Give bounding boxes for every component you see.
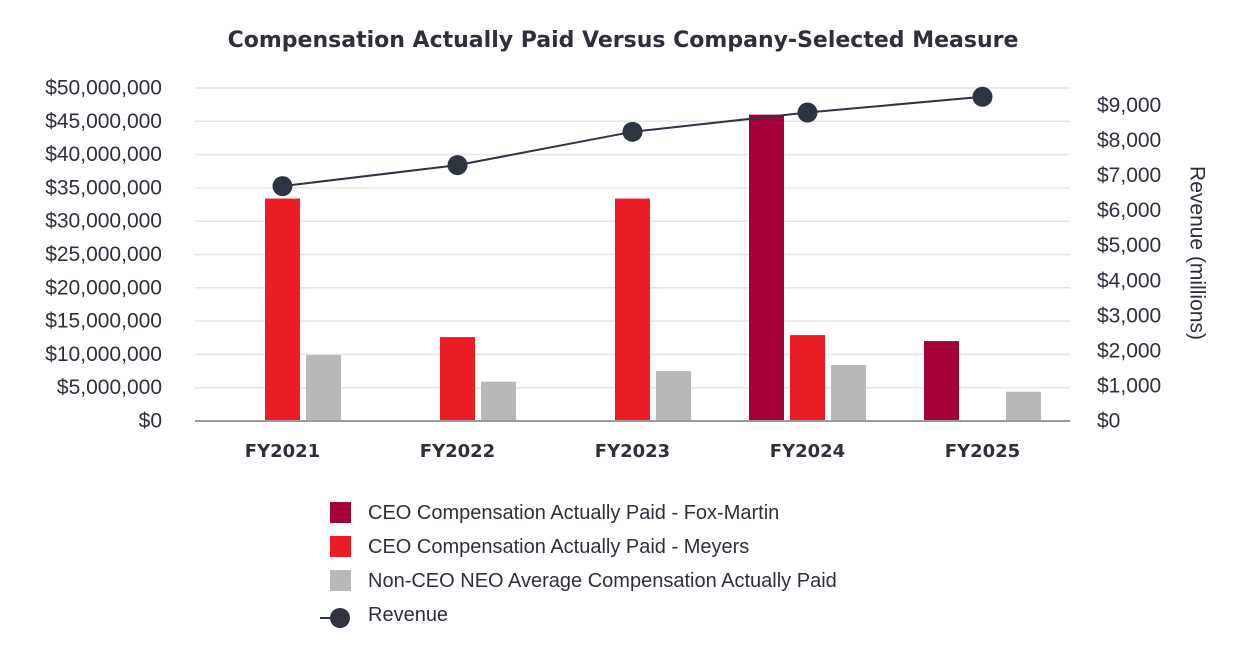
left-tick-label: $15,000,000 [45,310,162,333]
right-tick-label: $7,000 [1097,164,1161,187]
left-tick-label: $40,000,000 [45,143,162,166]
bar-non-ceo-neo-average-compensation-actually-paid-fy2023 [656,371,691,421]
right-tick-label: $4,000 [1097,269,1161,292]
right-tick-label: $2,000 [1097,339,1161,362]
bar-non-ceo-neo-average-compensation-actually-paid-fy2021 [306,355,341,421]
legend-item-ceo-compensation-actually-paid-fox-martin: CEO Compensation Actually Paid - Fox-Mar… [330,502,779,524]
bar-non-ceo-neo-average-compensation-actually-paid-fy2025 [1006,391,1041,421]
category-label: FY2024 [770,441,845,462]
bar-non-ceo-neo-average-compensation-actually-paid-fy2024 [831,365,866,421]
category-label: FY2021 [245,441,320,462]
bar-ceo-compensation-actually-paid-meyers-fy2021 [265,198,300,421]
category-label: FY2022 [420,441,495,462]
legend: CEO Compensation Actually Paid - Fox-Mar… [320,502,837,628]
revenue-point-fy2021 [272,176,293,197]
legend-item-non-ceo-neo-average-compensation-actually-paid: Non-CEO NEO Average Compensation Actuall… [330,570,837,592]
category-label: FY2023 [595,441,670,462]
right-tick-label: $6,000 [1097,199,1161,222]
bar-series [265,114,1041,421]
right-axis-ticks: $0 $1,000 $2,000 $3,000 $4,000 $5,000 $6,000 $7… [1097,94,1161,432]
legend-marker [330,608,350,628]
right-axis-label: Revenue (millions) [1185,166,1208,340]
right-tick-label: $0 [1097,410,1120,433]
left-tick-label: $25,000,000 [45,243,162,266]
category-label: FY2025 [945,441,1020,462]
left-tick-label: $0 [139,410,162,433]
legend-label: CEO Compensation Actually Paid - Meyers [368,536,749,558]
right-tick-label: $8,000 [1097,129,1161,152]
left-tick-label: $5,000,000 [57,376,162,399]
left-tick-label: $50,000,000 [45,77,162,100]
category-labels: FY2021 FY2022 FY2023 FY2024 FY2025 [245,441,1020,462]
chart-title: Compensation Actually Paid Versus Compan… [228,28,1019,53]
bar-ceo-compensation-actually-paid-fox-martin-fy2025 [924,341,959,421]
left-tick-label: $35,000,000 [45,176,162,199]
legend-label: CEO Compensation Actually Paid - Fox-Mar… [368,502,779,524]
bar-ceo-compensation-actually-paid-meyers-fy2024 [790,335,825,421]
bar-non-ceo-neo-average-compensation-actually-paid-fy2022 [481,381,516,421]
left-axis-ticks: $0 $5,000,000 $10,000,000 $15,000,000 $20,00… [45,77,162,433]
left-tick-label: $20,000,000 [45,276,162,299]
legend-item-revenue: Revenue [320,604,448,628]
bar-ceo-compensation-actually-paid-meyers-fy2022 [440,337,475,421]
legend-swatch [330,502,351,523]
right-tick-label: $1,000 [1097,374,1161,397]
revenue-point-fy2022 [447,155,468,176]
legend-swatch [330,536,351,557]
left-tick-label: $30,000,000 [45,210,162,233]
revenue-point-fy2025 [972,86,993,107]
bar-ceo-compensation-actually-paid-fox-martin-fy2024 [749,114,784,421]
right-tick-label: $9,000 [1097,94,1161,117]
legend-label: Revenue [368,604,448,626]
right-tick-label: $3,000 [1097,304,1161,327]
bar-ceo-compensation-actually-paid-meyers-fy2023 [615,198,650,421]
revenue-line-series [272,86,993,197]
legend-label: Non-CEO NEO Average Compensation Actuall… [368,570,837,592]
revenue-point-fy2023 [622,121,643,142]
right-tick-label: $5,000 [1097,234,1161,257]
left-tick-label: $45,000,000 [45,110,162,133]
revenue-point-fy2024 [797,102,818,123]
legend-item-ceo-compensation-actually-paid-meyers: CEO Compensation Actually Paid - Meyers [330,536,749,558]
legend-swatch [330,570,351,591]
left-tick-label: $10,000,000 [45,343,162,366]
